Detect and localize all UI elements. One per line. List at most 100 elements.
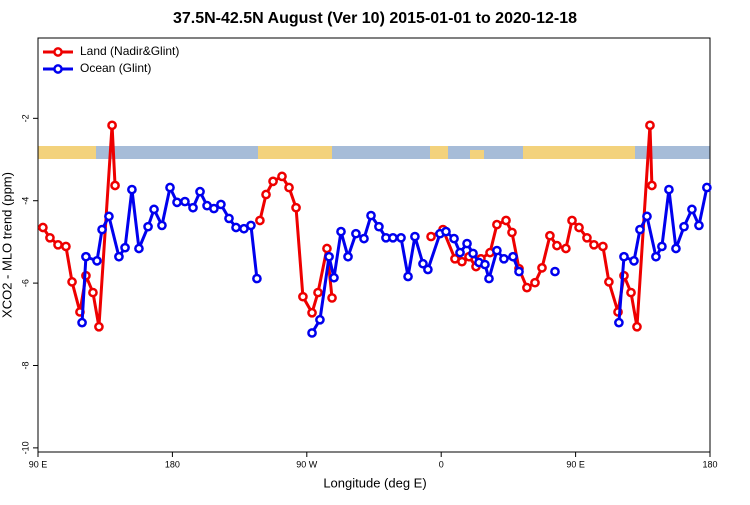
data-point [561, 243, 571, 254]
data-point [336, 226, 346, 237]
data-point [366, 210, 376, 221]
data-point [157, 220, 167, 231]
chart-title: 37.5N-42.5N August (Ver 10) 2015-01-01 t… [173, 10, 577, 27]
data-point [530, 277, 540, 288]
data-point [522, 282, 532, 293]
data-point [671, 243, 681, 254]
data-point [632, 321, 642, 332]
data-point [462, 238, 472, 249]
data-point [291, 202, 301, 213]
data-point [315, 314, 325, 325]
data-point [351, 228, 361, 239]
land-strip [523, 146, 635, 159]
legend-marker [53, 64, 63, 74]
x-tick-label: 90 W [296, 459, 318, 469]
data-point [268, 176, 278, 187]
land-strip [470, 150, 484, 159]
data-point [410, 231, 420, 242]
data-point [107, 120, 117, 131]
x-tick-label: 90 E [29, 459, 48, 469]
x-tick-label: 180 [165, 459, 180, 469]
data-point [277, 171, 287, 182]
data-point [574, 222, 584, 233]
data-point [224, 213, 234, 224]
x-tick-label: 180 [702, 459, 717, 469]
data-point [457, 256, 467, 267]
data-point [598, 241, 608, 252]
y-tick-label: -6 [20, 279, 30, 287]
data-point [468, 248, 478, 259]
data-point [165, 182, 175, 193]
data-point [261, 189, 271, 200]
data-point [45, 232, 55, 243]
y-tick-label: -4 [20, 197, 30, 205]
data-point [195, 186, 205, 197]
data-point [645, 120, 655, 131]
data-point [492, 219, 502, 230]
data-point [110, 180, 120, 191]
y-tick-label: -10 [20, 441, 30, 454]
data-point [537, 263, 547, 273]
data-point [418, 258, 428, 269]
data-point [664, 184, 674, 195]
data-point [642, 211, 652, 222]
data-point [567, 215, 577, 226]
data-point [61, 241, 71, 252]
data-point [550, 266, 560, 277]
data-point [552, 240, 562, 251]
plot-layer: 90 E 180 90 W 0 90 E 180 -10 -8 -6 -4 -2 Land (Nadi… [20, 44, 717, 469]
data-point [38, 222, 48, 233]
y-tick-label: -8 [20, 361, 30, 369]
data-point [127, 184, 137, 195]
data-point [582, 232, 592, 243]
data-point [149, 204, 159, 215]
data-point [657, 241, 667, 252]
data-point [327, 293, 337, 303]
data-point [209, 203, 219, 214]
data-point [480, 259, 490, 270]
series-line [80, 186, 709, 334]
legend-label: Ocean (Glint) [80, 61, 151, 75]
y-tick-label: -2 [20, 114, 30, 122]
data-point [396, 232, 406, 243]
data-point [172, 197, 182, 208]
data-point [501, 215, 511, 226]
data-point [403, 271, 413, 282]
data-point [426, 231, 436, 242]
data-point [88, 287, 98, 298]
data-point [104, 211, 114, 222]
data-point [702, 182, 712, 193]
data-point [324, 251, 334, 262]
data-point [647, 180, 657, 191]
data-point [545, 230, 555, 241]
data-point [651, 251, 661, 262]
data-point [449, 233, 459, 244]
data-point [619, 251, 629, 262]
data-point [67, 277, 77, 287]
data-point [94, 321, 104, 332]
land-strip [38, 146, 96, 159]
data-point [455, 247, 465, 258]
data-point [329, 272, 339, 283]
data-point [508, 251, 518, 262]
data-point [589, 239, 599, 250]
data-point [374, 221, 384, 232]
x-axis-label: Longitude (deg E) [323, 475, 426, 490]
data-point [77, 317, 87, 328]
data-point [343, 251, 353, 262]
data-point [614, 317, 624, 328]
data-point [231, 222, 241, 233]
data-point [143, 221, 153, 232]
data-point [255, 215, 265, 226]
data-point [679, 221, 689, 232]
data-point [687, 204, 697, 215]
data-point [188, 202, 198, 213]
data-point [604, 277, 614, 287]
data-point [313, 287, 323, 298]
data-point [284, 182, 294, 193]
land-strip [430, 146, 448, 159]
legend-marker [53, 47, 63, 57]
data-point [97, 224, 107, 235]
